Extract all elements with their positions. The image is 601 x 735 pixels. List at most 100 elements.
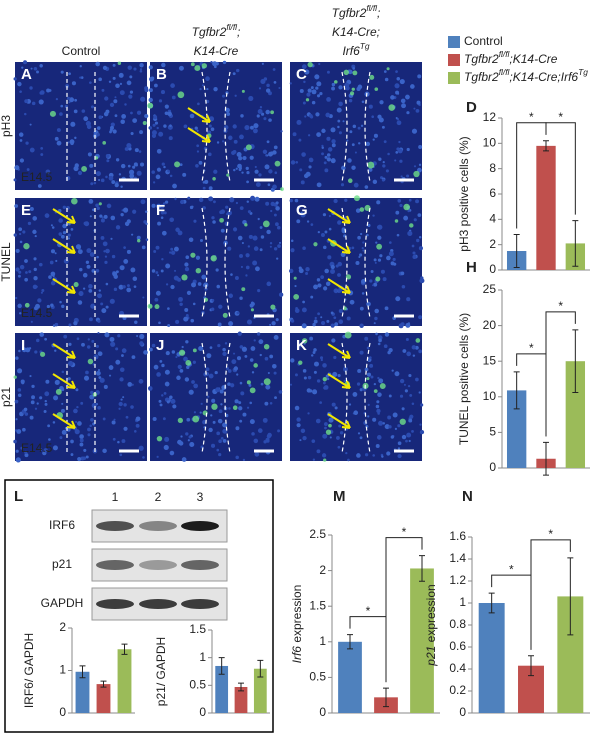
nucleus xyxy=(415,109,420,113)
nucleus xyxy=(233,168,236,172)
nucleus xyxy=(290,358,295,363)
nucleus xyxy=(161,62,166,68)
nucleus xyxy=(132,209,137,214)
stage-label: E14.5 xyxy=(21,306,53,320)
nucleus xyxy=(376,435,382,440)
nucleus xyxy=(368,104,373,109)
nucleus xyxy=(169,450,175,456)
nucleus xyxy=(226,112,231,116)
band-label: p21 xyxy=(52,557,72,571)
nucleus xyxy=(97,351,103,357)
nucleus xyxy=(147,386,153,391)
nucleus xyxy=(168,136,173,141)
nucleus xyxy=(33,257,37,261)
nucleus xyxy=(15,457,21,463)
nucleus xyxy=(50,249,56,254)
y-tick-label: 1.5 xyxy=(189,622,206,636)
nucleus xyxy=(382,422,386,425)
nucleus xyxy=(259,248,263,252)
nucleus xyxy=(185,340,189,344)
nucleus xyxy=(395,117,398,120)
nucleus xyxy=(96,206,100,211)
nucleus xyxy=(386,255,391,261)
nucleus xyxy=(366,372,372,377)
nucleus xyxy=(328,227,332,231)
error-bar xyxy=(419,555,425,582)
nucleus xyxy=(248,234,253,239)
panel-letter: E xyxy=(21,202,31,219)
nucleus xyxy=(119,90,125,96)
nucleus xyxy=(349,299,355,305)
nucleus xyxy=(135,416,141,422)
blot-band xyxy=(96,599,134,609)
signal xyxy=(156,435,163,442)
significance-label: * xyxy=(366,604,371,618)
nucleus xyxy=(326,157,332,162)
nucleus xyxy=(292,132,297,137)
nucleus xyxy=(407,209,410,213)
nucleus xyxy=(82,272,88,278)
nucleus xyxy=(51,226,55,229)
nucleus xyxy=(239,134,244,140)
epithelial-seam xyxy=(224,207,231,319)
nucleus xyxy=(212,420,216,424)
nucleus xyxy=(250,125,254,130)
panel-letter: A xyxy=(21,66,32,83)
nucleus xyxy=(14,204,19,208)
nucleus xyxy=(139,70,143,73)
nucleus xyxy=(177,364,182,369)
nucleus xyxy=(377,224,383,230)
nucleus xyxy=(375,332,378,336)
nucleus xyxy=(313,361,319,367)
error-bar xyxy=(572,329,579,394)
nucleus xyxy=(238,401,242,405)
nucleus xyxy=(337,445,341,449)
nucleus xyxy=(304,115,307,118)
nucleus xyxy=(76,337,80,341)
nucleus xyxy=(44,213,50,218)
nucleus xyxy=(418,236,422,239)
nucleus xyxy=(161,258,164,261)
nucleus xyxy=(385,169,389,173)
panel-letter: L xyxy=(14,488,23,505)
nucleus xyxy=(97,331,100,335)
nucleus xyxy=(399,378,405,384)
nucleus xyxy=(253,339,256,342)
blot-band xyxy=(139,521,177,531)
epithelial-seam xyxy=(224,71,231,183)
nucleus xyxy=(191,282,197,288)
nucleus xyxy=(39,64,43,68)
blot-band xyxy=(96,521,134,531)
nucleus xyxy=(81,342,85,347)
signal xyxy=(399,418,406,425)
nucleus xyxy=(238,156,243,161)
nucleus xyxy=(265,88,271,93)
nucleus xyxy=(151,130,157,136)
nucleus xyxy=(247,210,252,214)
epithelial-seam xyxy=(201,342,208,454)
nucleus xyxy=(67,222,71,226)
bar xyxy=(338,641,362,713)
nucleus xyxy=(130,131,134,136)
nucleus xyxy=(307,412,310,415)
nucleus xyxy=(405,337,409,342)
nucleus xyxy=(184,319,187,322)
error-bar xyxy=(543,441,549,476)
nucleus xyxy=(161,230,167,236)
nucleus xyxy=(213,169,218,174)
nucleus xyxy=(31,384,35,389)
nucleus xyxy=(270,201,275,207)
nucleus xyxy=(416,238,420,243)
nucleus xyxy=(122,207,129,213)
nucleus xyxy=(231,150,236,155)
nucleus xyxy=(89,317,93,322)
nucleus xyxy=(353,182,359,188)
nucleus xyxy=(236,311,240,315)
nucleus xyxy=(242,458,246,462)
nucleus xyxy=(411,402,415,406)
nucleus xyxy=(301,323,307,329)
row-label: TUNEL xyxy=(0,242,13,282)
nucleus xyxy=(420,403,424,407)
y-tick-label: 2.5 xyxy=(309,527,326,541)
nucleus xyxy=(22,230,26,234)
